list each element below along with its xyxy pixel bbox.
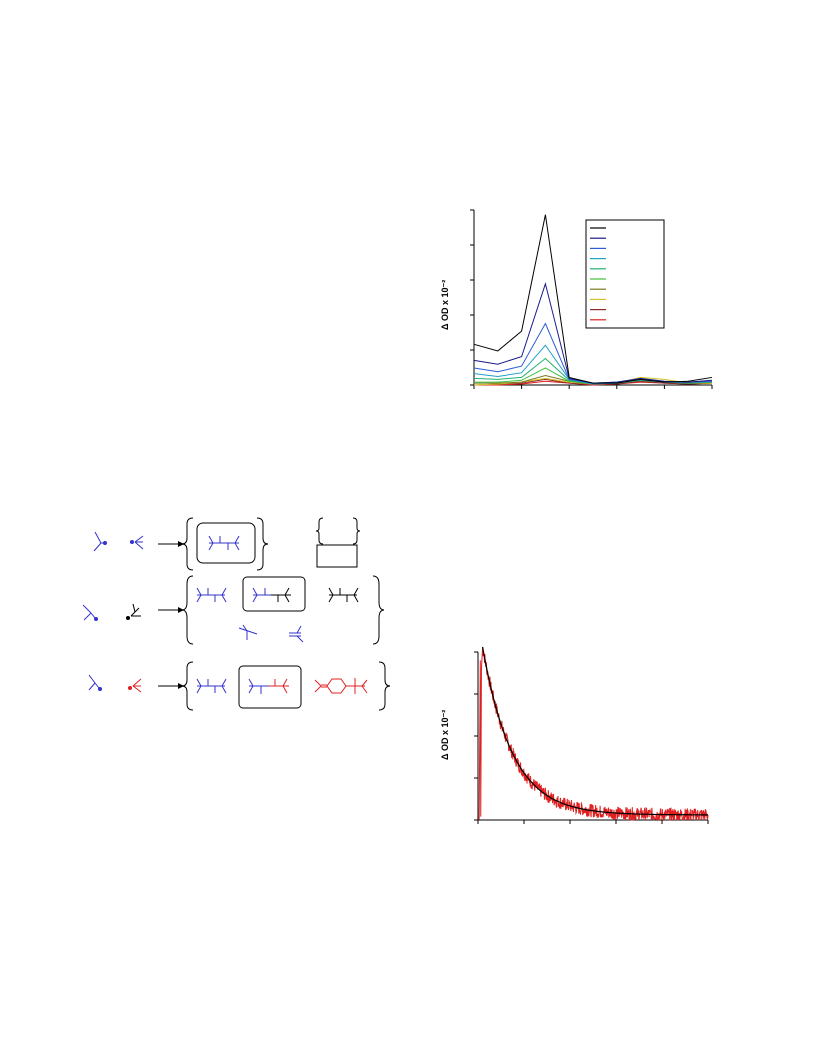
y-axis-label: Δ OD x 10⁻² (440, 280, 450, 330)
series-line (473, 357, 713, 385)
legend-box (585, 219, 665, 329)
radical-blue (93, 531, 105, 552)
fit-curve (482, 646, 709, 816)
series-group (478, 646, 709, 822)
axes (474, 651, 709, 824)
radical-red (132, 678, 142, 693)
radical-dot (128, 686, 132, 690)
chart-b: Δ OD x 10⁻² (430, 640, 720, 835)
quinoid-red (314, 678, 368, 694)
product-box (242, 576, 306, 612)
axes (470, 209, 713, 389)
bracket-right (256, 517, 269, 571)
data-trace (478, 646, 709, 822)
scheme-row-1 (93, 517, 361, 571)
radical-dot (126, 616, 130, 620)
radical-dot (94, 617, 98, 621)
bracket-left (181, 575, 194, 645)
chart-a-svg: Δ OD x 10⁻² (440, 209, 713, 389)
scheme-row-3 (88, 661, 391, 711)
disproportionation-blue (238, 624, 304, 643)
radical-dot (130, 540, 134, 544)
chart-b-svg: Δ OD x 10⁻² (440, 646, 709, 824)
dimer-blue (208, 535, 240, 551)
bracket-small (315, 517, 361, 545)
dimer-blue (196, 587, 227, 603)
dimer-mixed (248, 678, 289, 694)
scheme-row-2 (82, 575, 385, 645)
bracket-left (181, 661, 194, 711)
chart-a: Δ OD x 10⁻² (430, 200, 720, 400)
radical-blue (134, 535, 144, 550)
series-group (473, 214, 713, 386)
radical-black (130, 603, 141, 617)
dimer-mixed (252, 587, 291, 603)
legend-box-empty (316, 544, 358, 568)
bracket-right (378, 661, 391, 711)
reaction-scheme (75, 510, 395, 725)
product-box (196, 522, 256, 564)
radical-dot (98, 687, 102, 691)
dimer-black (328, 587, 359, 603)
product-box (238, 665, 302, 709)
y-axis-label: Δ OD x 10⁻² (440, 710, 450, 760)
legend (585, 219, 665, 329)
radical-blue (82, 604, 96, 621)
bracket-left (181, 517, 194, 571)
series-line (473, 214, 713, 384)
radical-dot (103, 541, 107, 545)
scheme-svg (82, 517, 391, 711)
dimer-blue (196, 678, 227, 694)
bracket-right (372, 575, 385, 645)
radical-blue (88, 674, 100, 691)
